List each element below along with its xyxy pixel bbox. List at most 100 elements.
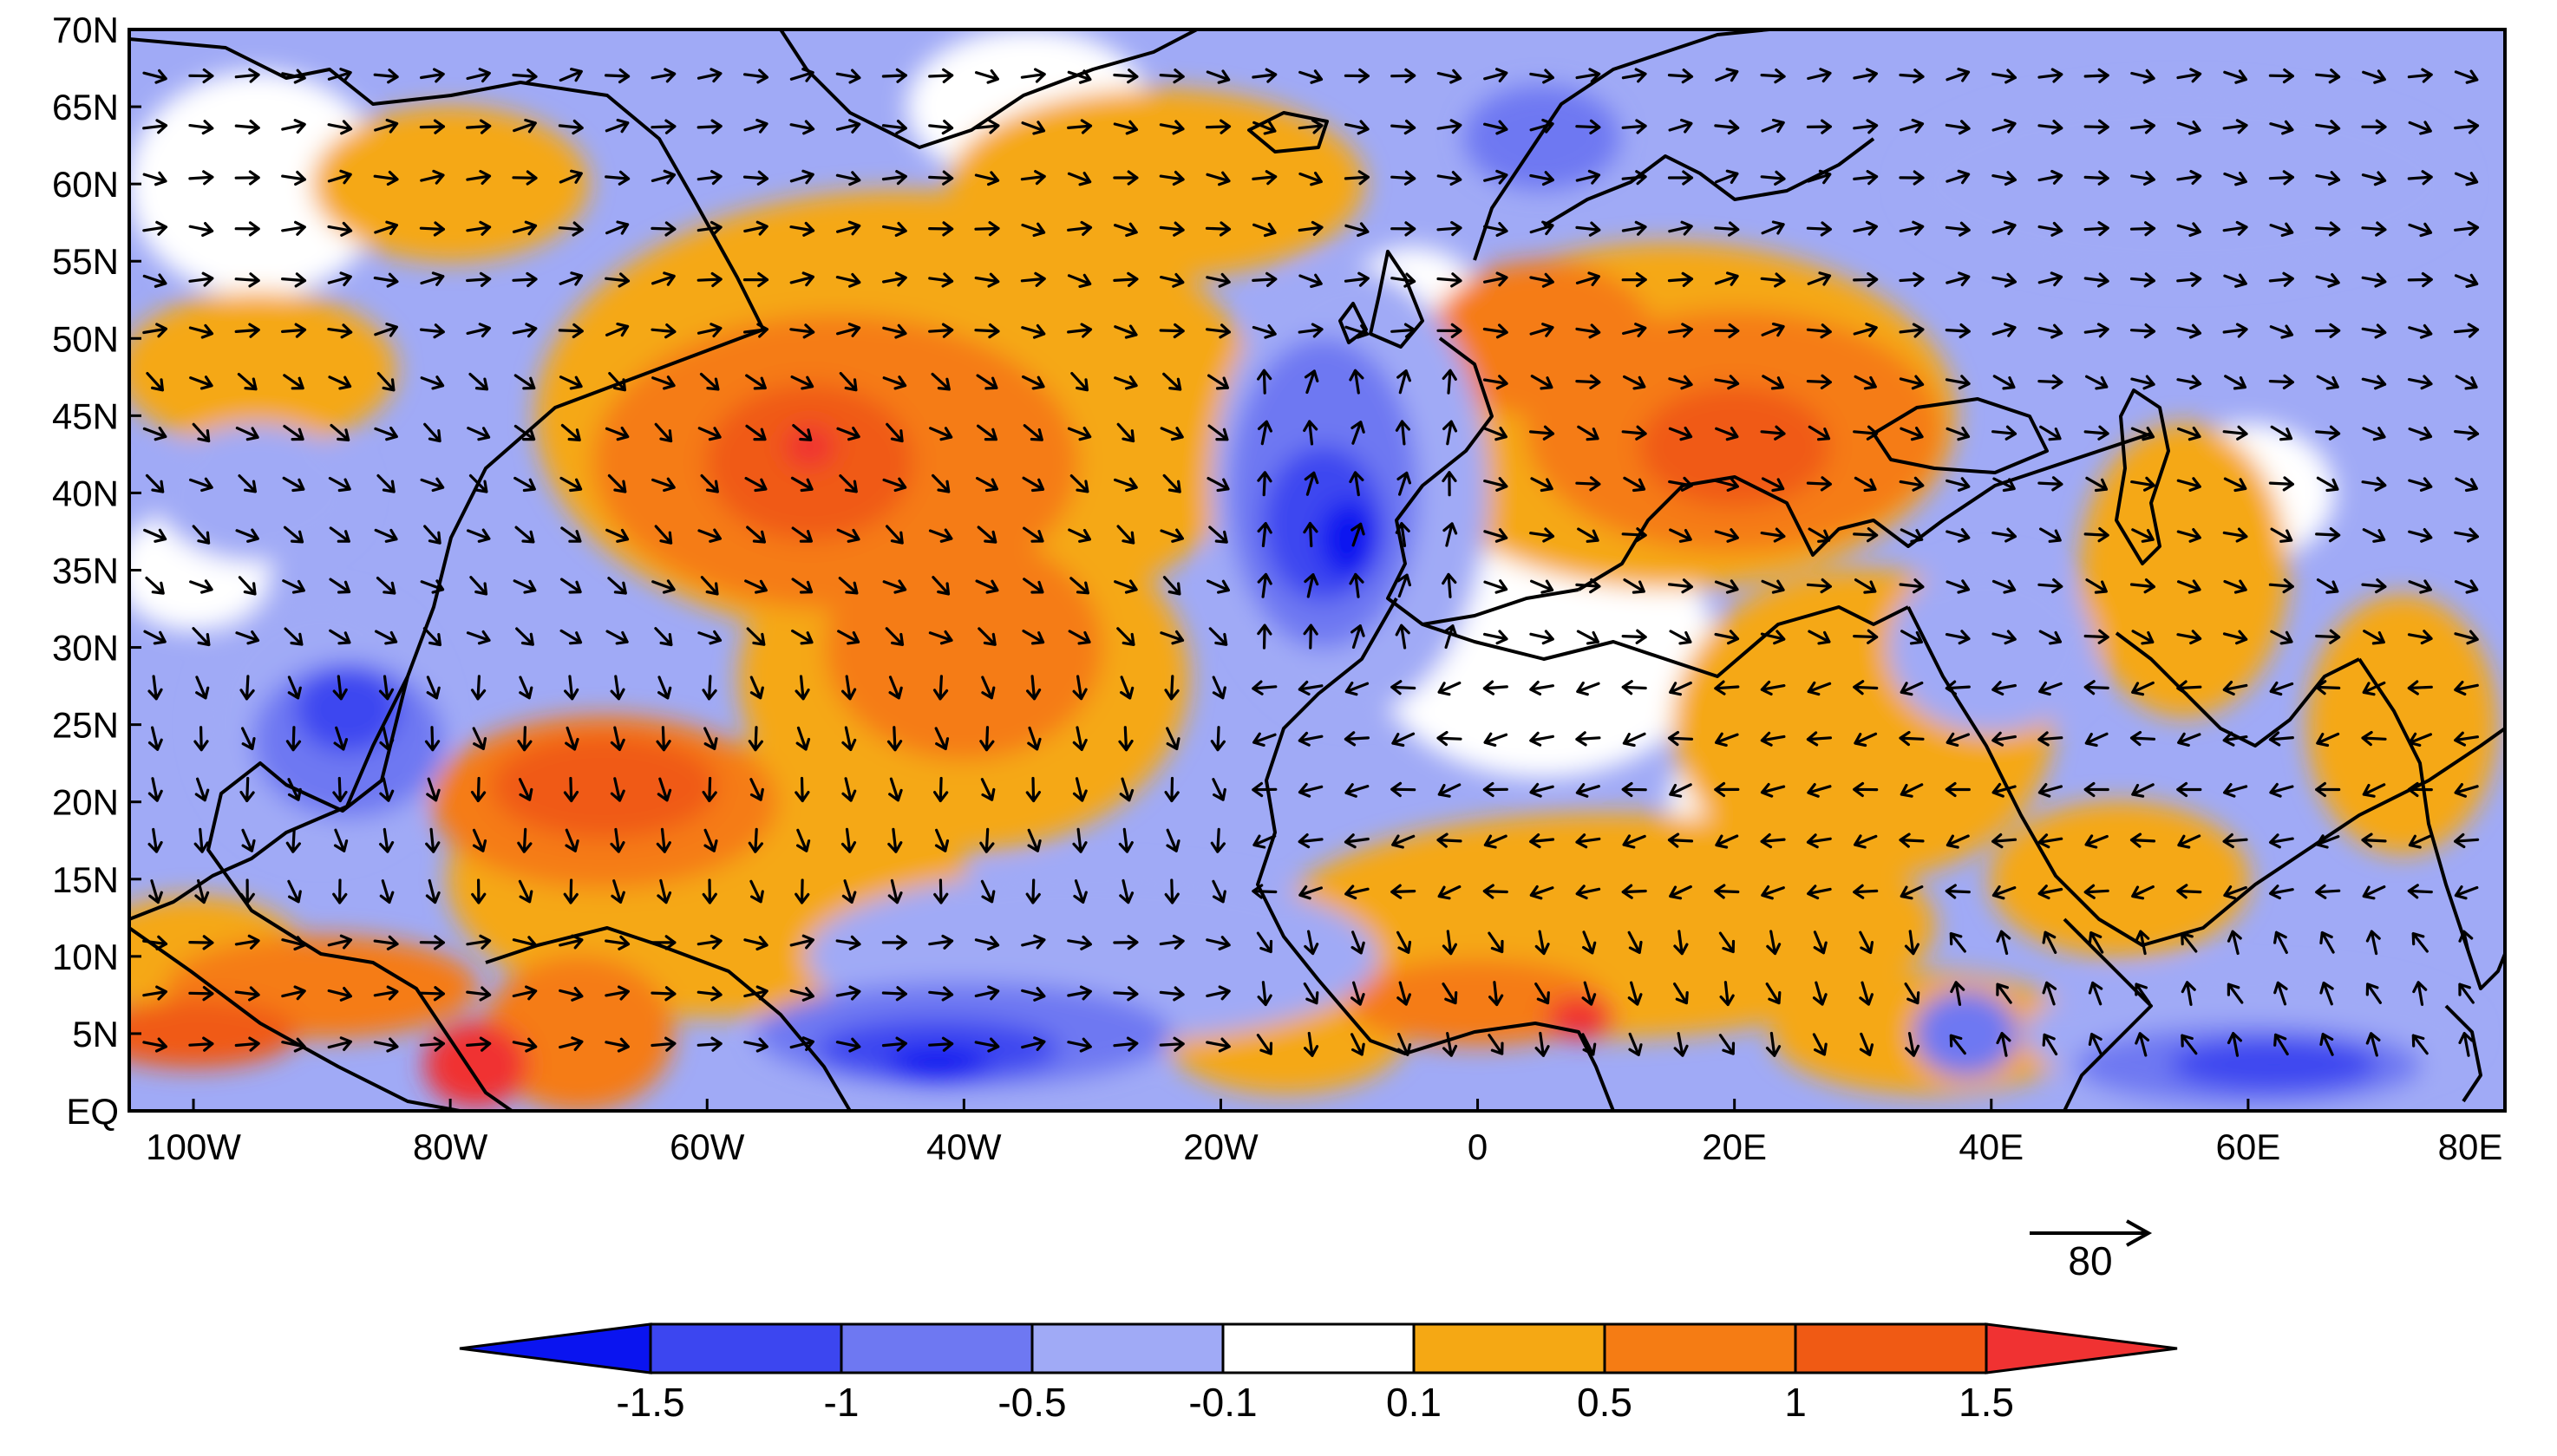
wind-vector xyxy=(1483,477,1508,492)
wind-vector xyxy=(1021,934,1046,950)
wind-vector xyxy=(1991,272,2017,288)
wind-vector xyxy=(142,220,168,236)
wind-vector xyxy=(789,271,814,287)
wind-vector xyxy=(1303,624,1318,650)
wind-vector xyxy=(1807,271,1832,286)
wind-vector xyxy=(466,271,492,287)
wind-vector xyxy=(1946,271,1971,287)
wind-vector xyxy=(2361,730,2387,747)
wind-vector xyxy=(2083,323,2109,338)
lat-tick-label: 50N xyxy=(52,318,119,359)
colorbar-label: -1 xyxy=(824,1380,860,1425)
wind-vector xyxy=(1025,878,1041,904)
wind-vector xyxy=(1853,527,1879,543)
wind-vector xyxy=(328,375,352,390)
wind-vector xyxy=(1298,680,1324,695)
wind-vector xyxy=(281,1037,306,1053)
wind-vector xyxy=(651,271,676,286)
wind-vector xyxy=(1113,170,1139,186)
wind-vector xyxy=(1715,732,1739,747)
wind-vector xyxy=(1806,323,1832,339)
coastline-mediterranean-north xyxy=(1577,432,2152,591)
wind-vector xyxy=(1067,220,1093,236)
wind-vector xyxy=(1021,121,1046,135)
wind-vector xyxy=(1813,930,1828,955)
wind-vector xyxy=(1899,832,1925,848)
wind-vector xyxy=(327,1036,352,1051)
anomaly-patch xyxy=(491,734,717,839)
wind-vector xyxy=(2083,170,2109,186)
wind-vector xyxy=(237,373,258,391)
wind-vector xyxy=(194,777,210,802)
wind-vector xyxy=(1529,680,1554,695)
wind-vector xyxy=(1207,579,1230,594)
wind-vector xyxy=(1854,375,1877,390)
wind-vector xyxy=(835,69,861,84)
wind-vector xyxy=(559,375,583,390)
wind-vector xyxy=(888,676,903,700)
wind-vector xyxy=(1442,522,1458,547)
wind-vector xyxy=(2454,783,2479,798)
wind-vector xyxy=(1945,375,1971,390)
wind-vector xyxy=(882,221,907,237)
wind-vector xyxy=(839,372,858,392)
wind-vector xyxy=(332,776,348,803)
wind-vector xyxy=(2458,1032,2474,1057)
wind-vector xyxy=(1162,372,1182,391)
wind-vector xyxy=(1627,981,1643,1006)
wind-vector xyxy=(1206,985,1231,1001)
coastline-east-africa xyxy=(2063,917,2153,1111)
wind-vector xyxy=(2223,171,2247,186)
wind-vector xyxy=(1021,987,1046,1002)
wind-vector xyxy=(2315,680,2341,695)
wind-vector xyxy=(1900,681,1924,696)
wind-vector xyxy=(1582,930,1597,955)
wind-vector xyxy=(1673,930,1689,956)
wind-vector xyxy=(1116,422,1135,443)
wind-vector xyxy=(1257,471,1272,497)
wind-vector xyxy=(565,828,579,852)
wind-vector xyxy=(928,630,953,645)
wind-vector xyxy=(1113,120,1139,135)
wind-vector xyxy=(2227,983,2244,1004)
wind-vector xyxy=(2227,930,2242,956)
wind-vector xyxy=(743,1037,768,1053)
wind-vector xyxy=(1396,981,1411,1006)
wind-vector xyxy=(1899,323,1925,338)
wind-vector xyxy=(517,827,533,853)
wind-vector xyxy=(1714,221,1740,237)
wind-vector xyxy=(2223,783,2248,798)
wind-vector xyxy=(1628,1032,1643,1056)
wind-vector xyxy=(2083,272,2109,288)
wind-vector xyxy=(1257,981,1272,1007)
coastline-caspian-sea xyxy=(2115,388,2170,565)
wind-vector xyxy=(420,271,445,286)
lon-tick-label: 80W xyxy=(413,1126,488,1167)
wind-vector xyxy=(1350,522,1365,547)
wind-vector xyxy=(1483,68,1508,82)
wind-vector xyxy=(881,1036,907,1052)
wind-vector xyxy=(1621,271,1647,288)
wind-vector xyxy=(975,579,999,594)
wind-vector xyxy=(1765,1031,1782,1057)
wind-vector xyxy=(2131,783,2155,798)
wind-vector xyxy=(1160,630,1185,645)
wind-vector xyxy=(2038,630,2062,645)
wind-vector xyxy=(980,778,996,801)
wind-vector xyxy=(1996,1032,2011,1057)
anomaly-patch xyxy=(1913,989,2018,1077)
wind-vector xyxy=(2454,273,2479,288)
wind-vector xyxy=(426,676,441,700)
wind-vector xyxy=(142,171,167,186)
wind-vector xyxy=(791,629,814,645)
wind-vector xyxy=(2268,731,2294,747)
wind-vector xyxy=(979,827,995,853)
wind-vector xyxy=(425,827,441,853)
wind-vector xyxy=(1899,118,1925,134)
wind-vector xyxy=(792,424,813,441)
wind-vector xyxy=(743,323,768,338)
wind-vector xyxy=(651,579,676,594)
wind-vector xyxy=(373,272,399,288)
wind-vector xyxy=(1206,69,1231,84)
wind-vector xyxy=(2177,834,2201,849)
